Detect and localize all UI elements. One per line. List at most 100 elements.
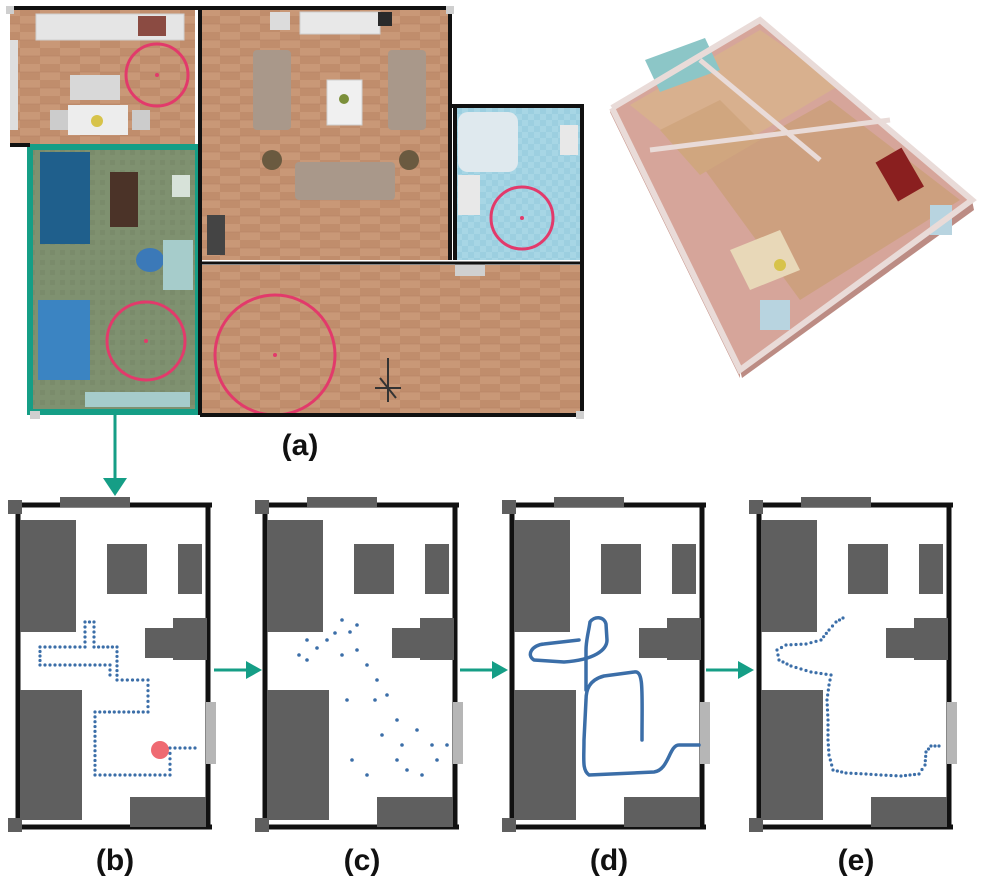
map-door bbox=[700, 702, 710, 764]
trajectory-point bbox=[146, 689, 150, 693]
trajectory-point bbox=[108, 773, 112, 777]
trajectory-point bbox=[115, 678, 119, 682]
trajectory-point bbox=[48, 645, 52, 649]
arrow-down-icon bbox=[103, 478, 127, 496]
bathtub bbox=[458, 112, 518, 172]
trajectory-point bbox=[168, 746, 172, 750]
trajectory-point bbox=[854, 771, 858, 776]
trajectory-point bbox=[834, 620, 838, 624]
trajectory-point bbox=[63, 645, 67, 649]
wall-post bbox=[6, 6, 14, 14]
map-obstacle-dresser bbox=[871, 797, 947, 827]
trajectory-point bbox=[828, 678, 832, 682]
map-obstacle-desk bbox=[601, 544, 641, 594]
map-obstacle-chair bbox=[145, 628, 175, 658]
trajectory-point bbox=[110, 645, 114, 649]
map-obstacle-cabinet bbox=[667, 618, 701, 660]
trajectory-point bbox=[775, 648, 779, 652]
map-panels bbox=[8, 497, 957, 832]
bed bbox=[38, 300, 90, 380]
trajectory-point bbox=[315, 646, 319, 650]
trajectory-point bbox=[143, 773, 147, 777]
target-circle bbox=[124, 42, 190, 108]
trajectory-point bbox=[365, 663, 369, 667]
trajectory-point bbox=[912, 772, 917, 777]
trajectory-point bbox=[879, 773, 883, 777]
trajectory-point bbox=[799, 642, 803, 646]
trajectory-point bbox=[92, 625, 96, 629]
trajectory-point bbox=[355, 648, 359, 652]
trajectory-point bbox=[128, 773, 132, 777]
trajectory-point bbox=[826, 718, 830, 722]
trajectory-point bbox=[108, 663, 112, 667]
trajectory-point bbox=[776, 653, 780, 657]
trajectory-point bbox=[825, 703, 829, 707]
trajectory-point bbox=[814, 639, 818, 643]
trajectory-point bbox=[117, 710, 121, 714]
map-obstacle-chair bbox=[886, 628, 916, 658]
trajectory-point bbox=[445, 743, 449, 747]
trajectory-point bbox=[809, 641, 813, 645]
tv-cabinet bbox=[299, 11, 381, 35]
trajectory-point bbox=[168, 757, 172, 761]
target-center bbox=[144, 339, 148, 343]
occupancy-map-panel bbox=[255, 497, 463, 832]
map-obstacle-wardrobe bbox=[761, 520, 817, 632]
trajectory-point bbox=[920, 767, 924, 772]
trajectory-point bbox=[93, 710, 97, 714]
trajectory-point bbox=[87, 620, 92, 624]
trajectory-point bbox=[113, 773, 117, 777]
trajectory-point bbox=[107, 710, 112, 714]
map-obstacle-desk bbox=[354, 544, 394, 594]
trajectory-point bbox=[92, 645, 96, 649]
trajectory-point bbox=[146, 678, 150, 682]
trajectory-point bbox=[115, 668, 119, 673]
map-obstacle-shelf bbox=[425, 544, 449, 594]
trajectory-point bbox=[350, 758, 354, 762]
stove bbox=[138, 16, 166, 36]
map-obstacle-wardrobe bbox=[267, 520, 323, 632]
map-obstacle-cabinet bbox=[420, 618, 454, 660]
trajectory-point bbox=[115, 664, 119, 668]
trajectory-point bbox=[68, 663, 72, 667]
trajectory-point bbox=[101, 645, 105, 649]
trajectory-point bbox=[58, 663, 62, 667]
map-obstacle-top bbox=[554, 497, 624, 507]
shelf bbox=[172, 175, 190, 197]
trajectory-point bbox=[827, 683, 831, 687]
trajectory-point bbox=[340, 618, 344, 622]
trajectory-point bbox=[48, 663, 52, 667]
trajectory-point bbox=[83, 625, 87, 629]
label-a: (a) bbox=[282, 429, 319, 462]
trajectory-point bbox=[131, 710, 136, 714]
trajectory-point bbox=[789, 643, 793, 647]
trajectory-point bbox=[840, 770, 844, 774]
trajectory-point bbox=[819, 671, 823, 676]
label-c: (c) bbox=[344, 844, 381, 877]
trajectory-point bbox=[824, 631, 828, 635]
living-room-floor bbox=[200, 10, 450, 260]
robot-icon bbox=[151, 741, 169, 759]
trajectory-point bbox=[430, 743, 434, 747]
red-cabinet bbox=[875, 147, 924, 202]
trajectory-point bbox=[826, 688, 830, 692]
trajectory-point bbox=[305, 638, 309, 642]
trajectory-point bbox=[400, 743, 404, 747]
plate-icon bbox=[91, 115, 103, 127]
map-corner-post bbox=[502, 818, 516, 832]
map-obstacle-top bbox=[60, 497, 130, 507]
trajectory-point bbox=[115, 645, 119, 649]
trajectory-point bbox=[804, 668, 808, 673]
trajectory-point bbox=[83, 663, 87, 667]
trajectory-point bbox=[395, 718, 399, 722]
trajectory-point bbox=[193, 746, 197, 750]
trajectory-point bbox=[340, 653, 344, 657]
trajectory-point bbox=[785, 662, 789, 666]
map-obstacle-bed bbox=[514, 690, 576, 820]
trajectory-point bbox=[829, 673, 833, 677]
sofa-right bbox=[388, 50, 426, 130]
trajectory-point bbox=[923, 759, 927, 763]
trajectory-point bbox=[53, 645, 57, 649]
lamp-icon bbox=[262, 150, 282, 170]
trajectory-point bbox=[38, 663, 42, 667]
